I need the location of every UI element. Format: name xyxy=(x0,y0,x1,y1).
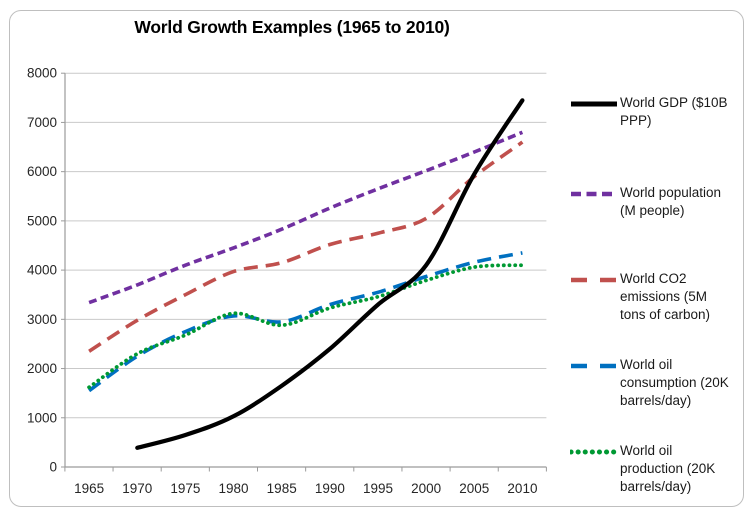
x-tick-label: 2010 xyxy=(507,481,537,496)
legend-item-population: World population (M people) xyxy=(570,184,736,220)
x-tick-label: 1990 xyxy=(315,481,345,496)
legend-swatch-population xyxy=(571,191,617,197)
legend-label-oil-production: World oil production (20K barrels/day) xyxy=(620,443,716,494)
x-tick-label: 1985 xyxy=(267,481,297,496)
legend-item-oil-consumption: World oil consumption (20K barrels/day) xyxy=(570,356,736,410)
series-line-co2-emissions xyxy=(88,140,524,353)
legend-item-gdp: World GDP ($10B PPP) xyxy=(570,94,736,130)
legend-swatch-oil-production xyxy=(570,449,618,455)
legend-label-gdp: World GDP ($10B PPP) xyxy=(620,95,728,128)
chart-legend: World GDP ($10B PPP) World population (M … xyxy=(566,0,752,519)
series-line-gdp xyxy=(135,98,525,450)
series-line-oil-production xyxy=(87,263,525,390)
legend-swatch-oil-consumption xyxy=(571,363,617,369)
y-tick-label: 3000 xyxy=(27,312,57,327)
y-tick-label: 8000 xyxy=(27,66,57,81)
legend-label-population: World population (M people) xyxy=(620,185,722,218)
y-tick-label: 0 xyxy=(49,460,57,475)
x-tick-label: 1970 xyxy=(122,481,152,496)
y-tick-label: 1000 xyxy=(27,410,57,425)
legend-swatch-co2-emissions xyxy=(571,277,617,283)
chart-title: World Growth Examples (1965 to 2010) xyxy=(134,17,450,37)
x-tick-label: 1980 xyxy=(219,481,249,496)
series-line-population xyxy=(88,130,524,305)
x-tick-label: 1965 xyxy=(74,481,104,496)
x-tick-label: 1975 xyxy=(170,481,200,496)
legend-label-oil-consumption: World oil consumption (20K barrels/day) xyxy=(620,357,729,408)
y-tick-label: 6000 xyxy=(27,164,57,179)
y-tick-label: 5000 xyxy=(27,213,57,228)
y-tick-label: 4000 xyxy=(27,263,57,278)
legend-swatch-gdp xyxy=(571,101,617,107)
x-tick-label: 2005 xyxy=(459,481,489,496)
figure-border xyxy=(9,10,744,507)
y-tick-label: 2000 xyxy=(27,361,57,376)
x-tick-label: 1995 xyxy=(363,481,393,496)
x-tick-label: 2000 xyxy=(411,481,441,496)
legend-item-oil-production: World oil production (20K barrels/day) xyxy=(570,442,736,496)
legend-label-co2-emissions: World CO2 emissions (5M tons of carbon) xyxy=(620,271,711,322)
legend-item-co2-emissions: World CO2 emissions (5M tons of carbon) xyxy=(570,270,736,324)
y-tick-label: 7000 xyxy=(27,115,57,130)
